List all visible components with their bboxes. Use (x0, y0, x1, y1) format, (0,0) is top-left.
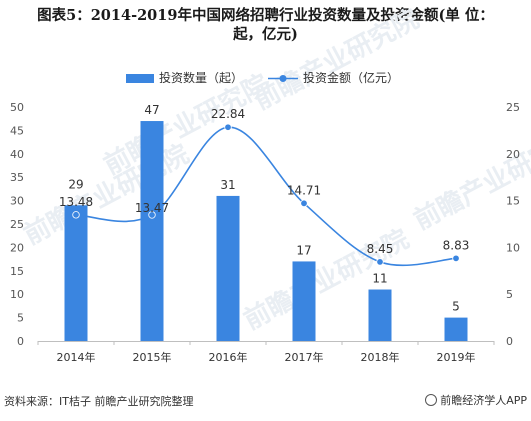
x-tick-label: 2019年 (437, 350, 476, 364)
line-value-label: 13.48 (59, 195, 93, 209)
line-point (224, 123, 232, 131)
bar (292, 261, 316, 341)
y-right-tick-label: 20 (506, 148, 520, 161)
line-value-label: 14.71 (287, 183, 321, 197)
line-value-label: 13.47 (135, 201, 169, 215)
line-point (452, 254, 460, 263)
bar (216, 195, 240, 341)
y-left-tick-label: 10 (10, 288, 24, 301)
legend-label-bar: 投资数量（起） (159, 70, 243, 85)
chart-title-line-2: 起，亿元) (233, 26, 298, 43)
y-left-tick-label: 25 (10, 218, 24, 231)
y-left-tick-label: 0 (17, 335, 24, 348)
watermark-text: 前瞻产业研究院 (409, 123, 531, 236)
bar-value-label: 11 (372, 272, 387, 286)
y-right-tick-label: 10 (506, 241, 520, 254)
y-left-tick-label: 35 (10, 171, 24, 184)
line-value-label: 22.84 (211, 107, 245, 121)
chart-title: 图表5：2014-2019年中国网络招聘行业投资数量及投资金额(单 位： 起，亿… (0, 6, 531, 44)
y-left-tick-label: 50 (10, 101, 24, 114)
y-right-tick-label: 25 (506, 101, 520, 114)
x-tick-label: 2016年 (209, 350, 248, 364)
y-left-tick-label: 15 (10, 265, 24, 278)
bar-series (64, 121, 468, 341)
bar-value-label: 47 (144, 103, 159, 117)
legend-swatch-bar (126, 74, 154, 83)
y-left-tick-label: 5 (17, 312, 24, 325)
brand-credit: 前瞻经济学人APP (425, 392, 527, 408)
line-point (72, 211, 80, 219)
bar-value-label: 5 (452, 300, 460, 314)
line-value-label: 8.83 (443, 238, 470, 252)
x-tick-label: 2014年 (57, 350, 96, 364)
bar-value-label: 31 (220, 178, 235, 192)
x-tick-label: 2017年 (285, 350, 324, 364)
x-tick-label: 2018年 (361, 350, 400, 364)
brand-logo-icon (425, 394, 438, 406)
chart-title-line-1: 图表5：2014-2019年中国网络招聘行业投资数量及投资金额(单 位： (37, 7, 494, 24)
bar (140, 121, 164, 341)
watermark-text: 前瞻产业研究院 (249, 3, 424, 116)
y-right-tick-label: 15 (506, 195, 520, 208)
axes: 0 5 10 15 20 25 30 35 40 45 50 0 5 10 15 20 25 2014年 2015年… (10, 101, 520, 364)
y-right-tick-label: 0 (506, 335, 513, 348)
line-series (72, 123, 460, 267)
bar (444, 317, 468, 341)
legend-label-line: 投资金额（亿元） (303, 70, 399, 85)
line-point (148, 211, 156, 219)
y-left-tick-label: 20 (10, 241, 24, 254)
data-labels: 29 47 31 17 11 5 13.48 13.47 22.84 14.71 8.45 8.83 (59, 103, 470, 314)
legend-marker-line (279, 75, 287, 82)
bar-value-label: 29 (68, 177, 83, 191)
bar (368, 289, 392, 341)
source-note: 资料来源：IT桔子 前瞻产业研究院整理 (4, 395, 194, 408)
brand-text: 前瞻经济学人APP (440, 394, 527, 407)
line-point (300, 199, 308, 208)
y-left-tick-label: 45 (10, 124, 24, 137)
y-left-tick-label: 30 (10, 195, 24, 208)
line-value-label: 8.45 (367, 242, 394, 256)
y-right-tick-label: 5 (506, 288, 513, 301)
bar-value-label: 17 (296, 243, 311, 257)
bar (64, 205, 88, 341)
x-tick-label: 2015年 (133, 350, 172, 364)
y-left-tick-label: 40 (10, 148, 24, 161)
line-point (376, 258, 384, 266)
legend: 投资数量（起） 投资金额（亿元） (126, 70, 399, 85)
